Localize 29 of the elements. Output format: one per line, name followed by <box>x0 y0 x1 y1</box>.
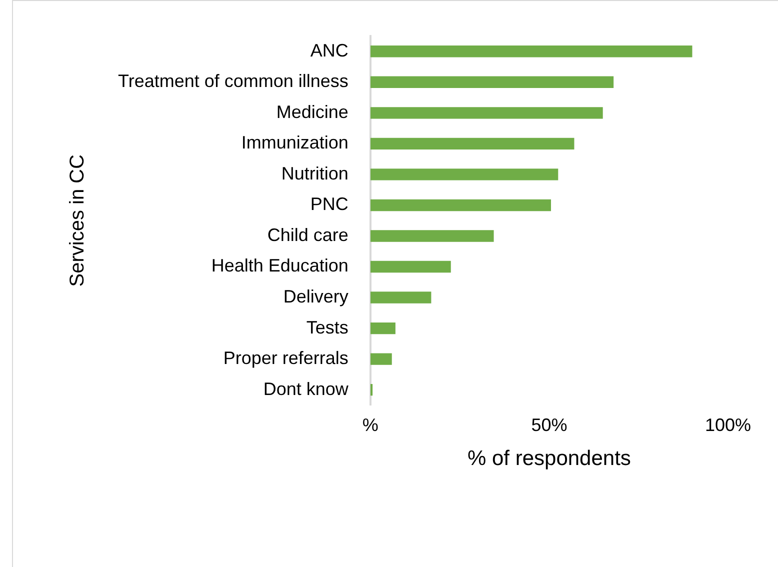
y-tick-label: Immunization <box>241 132 348 153</box>
bar <box>370 76 614 88</box>
bar <box>370 292 432 304</box>
y-tick-label: Child care <box>267 224 348 245</box>
y-tick-label: Medicine <box>276 102 348 122</box>
x-axis-title: % of respondents <box>467 447 631 470</box>
y-tick-label: Health Education <box>211 256 348 276</box>
y-tick-label: Nutrition <box>281 163 348 184</box>
y-tick-label: Dont know <box>263 378 350 399</box>
x-tick-label: % <box>362 414 378 435</box>
bar <box>370 199 551 212</box>
bar <box>370 260 451 273</box>
bar <box>370 107 603 119</box>
bar <box>370 138 574 150</box>
bar <box>370 230 494 242</box>
y-tick-label: Treatment of common illness <box>118 71 348 92</box>
y-tick-label: Proper referrals <box>223 348 348 368</box>
x-tick-label: 100% <box>704 414 752 435</box>
y-tick-label: Delivery <box>283 286 348 306</box>
bar <box>370 322 396 334</box>
x-tick-label: 50% <box>531 414 568 435</box>
y-axis-title: Services in CC <box>66 154 89 287</box>
y-tick-label: Tests <box>306 317 348 338</box>
bar <box>370 168 558 180</box>
bar <box>370 46 692 58</box>
bar <box>370 384 373 396</box>
y-tick-label: PNC <box>310 194 348 214</box>
y-tick-label: ANC <box>310 40 348 60</box>
bar <box>370 353 392 365</box>
